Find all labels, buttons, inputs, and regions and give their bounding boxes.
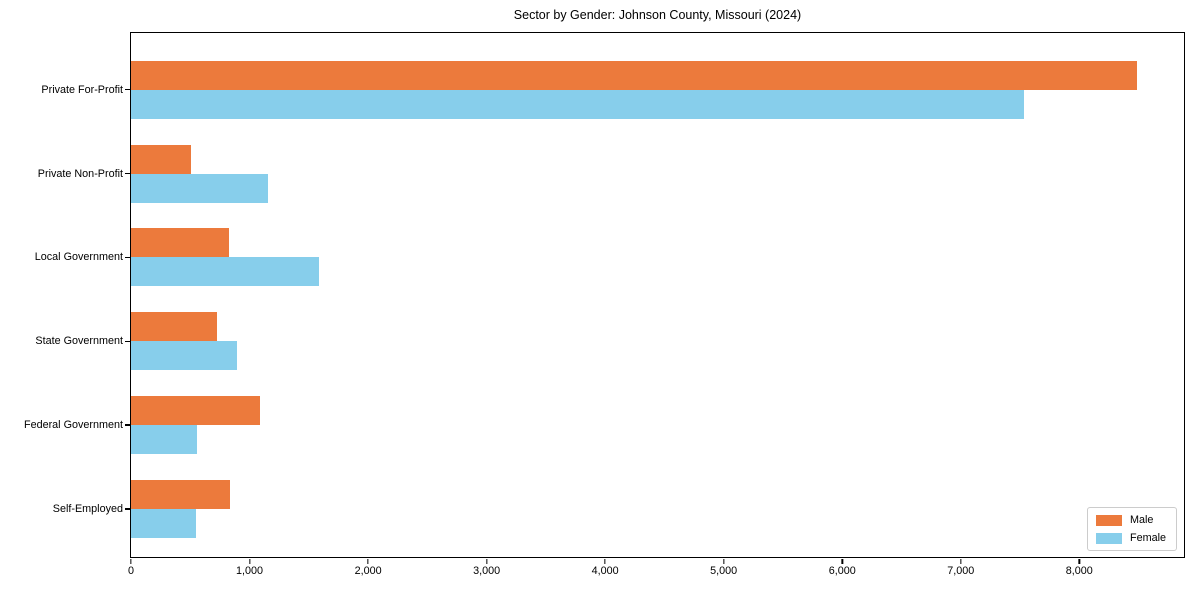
x-tick-label: 8,000 [1065,565,1093,577]
y-tick-label: State Government [35,335,123,348]
bar-female-1 [131,173,268,203]
x-tick-mark [723,558,725,564]
bar-male-2 [131,228,230,258]
x-tick-mark [604,558,606,564]
y-tick-mark [124,256,130,259]
bar-female-4 [131,425,198,455]
bar-female-3 [131,341,237,371]
legend-entry-male: Male [1095,514,1166,526]
y-tick-label: Federal Government [23,419,123,432]
legend-entry-female: Female [1095,532,1166,544]
y-tick-label: Local Government [34,251,123,264]
x-tick-label: 0 [127,565,135,577]
x-tick-label: 1,000 [236,565,264,577]
y-tick-label: Private Non-Profit [37,167,123,180]
bar-male-5 [131,480,230,509]
x-tick-mark [1078,558,1080,564]
x-tick-label: 2,000 [354,565,382,577]
female-swatch-icon [1095,532,1122,544]
male-swatch-icon [1095,514,1122,526]
bar-female-2 [131,257,320,287]
x-tick-mark [485,558,488,564]
x-tick-mark [960,558,962,564]
x-tick-mark [367,558,369,564]
legend: Male Female [1086,507,1177,551]
bar-female-5 [131,509,196,538]
legend-label-male: Male [1129,514,1154,526]
plot-area: Male Female 0 1,000 2,000 3,000 4,000 5,000 6,… [24,32,1185,577]
bar-male-3 [131,312,217,342]
x-tick-label: 5,000 [710,565,738,577]
y-tick-mark [124,424,130,426]
x-tick-mark [130,558,132,564]
x-tick-label: 4,000 [591,565,619,577]
bar-male-1 [131,144,192,174]
x-tick-label: 3,000 [473,565,501,577]
y-tick-label: Self-Employed [52,503,123,515]
y-tick-mark [124,508,130,510]
chart-title: Sector by Gender: Johnson County, Missou… [513,8,802,22]
x-tick-label: 6,000 [828,565,856,577]
legend-label-female: Female [1129,532,1166,544]
x-tick-label: 7,000 [947,565,975,577]
y-tick-mark [124,172,130,175]
x-tick-mark [248,558,251,564]
y-tick-label: Private For-Profit [41,83,123,96]
y-tick-mark [124,89,130,91]
y-tick-mark [124,340,130,342]
bar-male-0 [131,60,1138,90]
bar-male-4 [131,396,261,426]
bar-female-0 [131,89,1025,119]
x-tick-mark [841,558,843,564]
